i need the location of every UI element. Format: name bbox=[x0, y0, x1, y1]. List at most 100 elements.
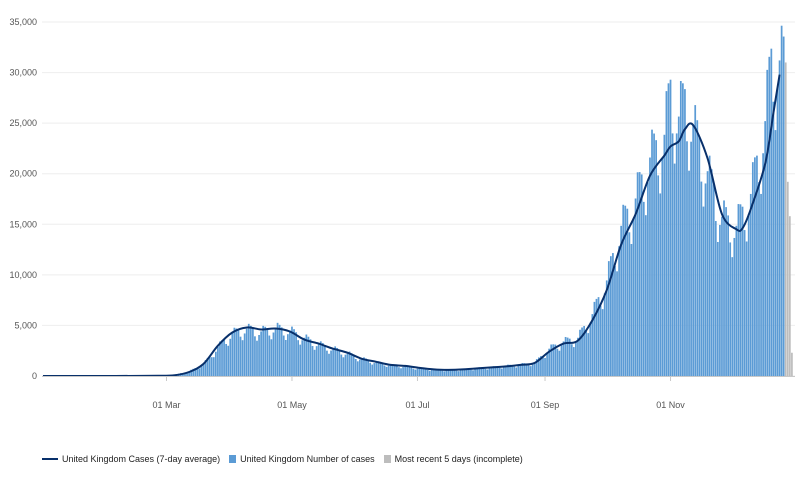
case-bar bbox=[690, 141, 692, 376]
case-bar bbox=[725, 207, 727, 376]
case-bar bbox=[309, 339, 312, 376]
case-bar bbox=[638, 172, 641, 376]
case-bar bbox=[389, 365, 392, 376]
case-bar bbox=[418, 368, 421, 376]
case-bar bbox=[519, 364, 522, 376]
case-bar bbox=[745, 241, 748, 376]
case-bar bbox=[599, 305, 602, 376]
case-bar bbox=[338, 349, 341, 376]
case-bar bbox=[673, 163, 676, 376]
case-bar bbox=[398, 367, 400, 376]
case-bar bbox=[472, 370, 474, 376]
y-tick-label: 15,000 bbox=[9, 219, 37, 229]
case-bar bbox=[760, 193, 762, 376]
case-bar bbox=[562, 341, 565, 376]
case-bar bbox=[354, 358, 357, 376]
case-bar bbox=[406, 365, 409, 376]
case-bar bbox=[558, 350, 561, 376]
case-bar bbox=[319, 341, 322, 376]
case-bar bbox=[346, 353, 349, 376]
case-bar bbox=[579, 329, 581, 376]
case-bar bbox=[492, 366, 495, 376]
case-bar bbox=[484, 368, 487, 376]
case-bar bbox=[655, 140, 657, 376]
case-bar bbox=[284, 339, 287, 376]
incomplete-bar bbox=[784, 62, 787, 376]
case-bar bbox=[529, 366, 532, 376]
case-bar bbox=[498, 367, 501, 376]
case-bar bbox=[494, 366, 497, 376]
case-bar bbox=[632, 217, 635, 376]
y-tick-label: 10,000 bbox=[9, 270, 37, 280]
case-bar bbox=[521, 363, 524, 376]
x-tick-label: 01 Mar bbox=[152, 400, 180, 410]
case-bar bbox=[447, 370, 450, 376]
case-bar bbox=[453, 369, 456, 376]
case-bar bbox=[729, 242, 732, 376]
legend-label-incomplete: Most recent 5 days (incomplete) bbox=[394, 454, 523, 464]
x-axis bbox=[42, 376, 795, 381]
case-bar bbox=[768, 56, 771, 376]
case-bar bbox=[227, 345, 230, 376]
case-bar bbox=[235, 328, 238, 376]
case-bar bbox=[289, 330, 291, 376]
case-bar bbox=[396, 365, 398, 376]
y-gridlines bbox=[42, 21, 795, 377]
legend-item-cases[interactable]: United Kingdom Number of cases bbox=[229, 454, 375, 464]
case-bar bbox=[595, 298, 598, 376]
case-bar bbox=[439, 369, 441, 376]
case-bar bbox=[735, 225, 738, 376]
case-bar bbox=[340, 354, 343, 376]
case-bar bbox=[542, 357, 544, 376]
case-bar bbox=[751, 162, 754, 376]
case-bar bbox=[782, 36, 785, 376]
case-bar bbox=[313, 349, 316, 376]
case-bar bbox=[219, 341, 221, 376]
legend-item-average[interactable]: United Kingdom Cases (7-day average) bbox=[42, 454, 220, 464]
case-bar bbox=[200, 366, 203, 376]
case-bar bbox=[252, 328, 254, 376]
case-bar bbox=[350, 353, 353, 376]
case-bar bbox=[708, 155, 711, 376]
legend-swatch-cases bbox=[229, 455, 237, 463]
x-tick-label: 01 Sep bbox=[531, 400, 560, 410]
x-axis-labels: 01 Mar 01 May 01 Jul 01 Sep 01 Nov bbox=[152, 400, 685, 410]
case-bar bbox=[564, 336, 567, 376]
case-bar bbox=[575, 341, 577, 376]
legend-swatch-incomplete bbox=[383, 455, 391, 463]
case-bar bbox=[607, 261, 610, 376]
case-bar bbox=[702, 206, 705, 376]
case-bar bbox=[241, 340, 244, 376]
case-bar bbox=[776, 88, 779, 376]
legend-label-cases: United Kingdom Number of cases bbox=[240, 454, 375, 464]
case-bar bbox=[420, 367, 423, 376]
case-bar bbox=[188, 371, 190, 376]
case-bar bbox=[667, 83, 670, 377]
case-bar bbox=[535, 359, 538, 376]
case-bar bbox=[461, 369, 464, 376]
case-bar bbox=[352, 354, 355, 376]
case-bar bbox=[266, 328, 269, 376]
case-bar bbox=[348, 351, 351, 376]
case-bar bbox=[465, 368, 468, 376]
case-bar bbox=[328, 353, 330, 376]
case-bar bbox=[692, 125, 695, 377]
case-bar bbox=[671, 133, 674, 376]
case-bar bbox=[223, 339, 225, 376]
case-bar bbox=[620, 225, 623, 376]
case-bar bbox=[721, 216, 723, 376]
x-tick-label: 01 Jul bbox=[405, 400, 429, 410]
case-bar bbox=[589, 322, 592, 376]
case-bar bbox=[377, 361, 380, 376]
case-bar bbox=[749, 193, 752, 376]
case-bar bbox=[612, 253, 614, 376]
case-bar bbox=[208, 356, 211, 376]
legend-item-incomplete[interactable]: Most recent 5 days (incomplete) bbox=[383, 454, 523, 464]
daily-cases-bars bbox=[44, 25, 785, 377]
case-bar bbox=[640, 174, 643, 376]
case-bar bbox=[186, 372, 188, 376]
case-bar bbox=[610, 256, 612, 376]
case-bar bbox=[772, 101, 775, 377]
case-bar bbox=[531, 364, 534, 376]
case-bar bbox=[365, 358, 367, 376]
